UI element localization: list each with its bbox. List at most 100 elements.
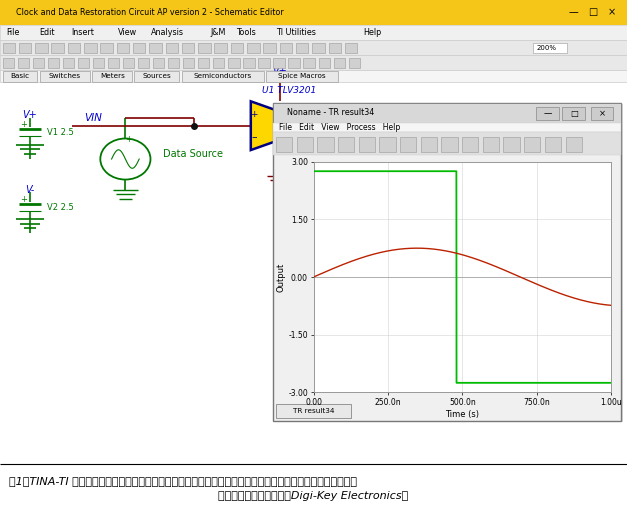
Text: □: □ <box>588 7 597 17</box>
FancyBboxPatch shape <box>349 58 360 68</box>
FancyBboxPatch shape <box>138 58 149 68</box>
FancyBboxPatch shape <box>276 137 292 152</box>
FancyBboxPatch shape <box>503 137 520 152</box>
FancyBboxPatch shape <box>566 137 582 152</box>
FancyBboxPatch shape <box>275 104 623 422</box>
Text: VIN: VIN <box>85 113 103 123</box>
FancyBboxPatch shape <box>19 43 31 53</box>
FancyBboxPatch shape <box>117 43 129 53</box>
FancyBboxPatch shape <box>338 137 354 152</box>
FancyBboxPatch shape <box>35 43 48 53</box>
Text: Clock and Data Restoration Circuit AP version 2 - Schematic Editor: Clock and Data Restoration Circuit AP ve… <box>16 8 283 17</box>
Text: Insert: Insert <box>71 28 94 37</box>
FancyBboxPatch shape <box>273 123 621 132</box>
FancyBboxPatch shape <box>48 58 59 68</box>
FancyBboxPatch shape <box>273 103 621 123</box>
FancyBboxPatch shape <box>0 82 627 462</box>
FancyBboxPatch shape <box>51 43 64 53</box>
Text: File   Edit   View   Process   Help: File Edit View Process Help <box>279 123 400 132</box>
Text: +: + <box>21 194 27 204</box>
FancyBboxPatch shape <box>276 404 351 418</box>
Text: +V: +V <box>273 116 284 125</box>
FancyBboxPatch shape <box>0 0 627 25</box>
FancyBboxPatch shape <box>462 137 478 152</box>
FancyBboxPatch shape <box>0 25 627 40</box>
Text: 200%: 200% <box>537 45 557 51</box>
Text: Help: Help <box>364 28 382 37</box>
Text: 伏（地）。（图片来源：Digi-Key Electronics）: 伏（地）。（图片来源：Digi-Key Electronics） <box>218 491 409 501</box>
FancyBboxPatch shape <box>214 43 227 53</box>
Text: ×: × <box>608 7 615 17</box>
Text: —: — <box>543 109 552 118</box>
FancyBboxPatch shape <box>243 58 255 68</box>
FancyBboxPatch shape <box>303 58 315 68</box>
FancyBboxPatch shape <box>231 43 243 53</box>
FancyBboxPatch shape <box>562 107 585 120</box>
FancyBboxPatch shape <box>258 58 270 68</box>
FancyBboxPatch shape <box>153 58 164 68</box>
FancyBboxPatch shape <box>297 137 313 152</box>
FancyBboxPatch shape <box>312 43 325 53</box>
FancyBboxPatch shape <box>247 43 260 53</box>
Text: V–: V– <box>274 173 285 183</box>
FancyBboxPatch shape <box>166 43 178 53</box>
Text: File: File <box>6 28 19 37</box>
Text: Noname - TR result34: Noname - TR result34 <box>287 108 374 117</box>
FancyBboxPatch shape <box>168 58 179 68</box>
Text: V+: V+ <box>23 110 38 121</box>
Text: +: + <box>21 120 27 129</box>
FancyBboxPatch shape <box>288 58 300 68</box>
FancyBboxPatch shape <box>123 58 134 68</box>
FancyBboxPatch shape <box>319 58 330 68</box>
Text: U1 TLV3201: U1 TLV3201 <box>262 86 317 94</box>
Text: +: + <box>250 110 258 119</box>
FancyBboxPatch shape <box>198 43 211 53</box>
FancyBboxPatch shape <box>198 58 209 68</box>
FancyBboxPatch shape <box>379 137 396 152</box>
FancyBboxPatch shape <box>524 137 540 152</box>
Text: ×: × <box>598 109 606 118</box>
FancyBboxPatch shape <box>228 58 240 68</box>
FancyBboxPatch shape <box>182 71 264 82</box>
FancyBboxPatch shape <box>108 58 119 68</box>
FancyBboxPatch shape <box>273 58 285 68</box>
FancyBboxPatch shape <box>533 43 567 53</box>
FancyBboxPatch shape <box>329 43 341 53</box>
FancyBboxPatch shape <box>273 132 621 155</box>
FancyBboxPatch shape <box>84 43 97 53</box>
FancyBboxPatch shape <box>421 137 437 152</box>
X-axis label: Time (s): Time (s) <box>445 410 480 419</box>
Text: Vout: Vout <box>326 118 346 127</box>
Text: V+: V+ <box>272 66 287 75</box>
FancyBboxPatch shape <box>0 40 627 55</box>
Text: 图1：TINA-TI 仿真说明了比较器的基本工作原理：在比较器的同相输入端施加正弦波，而反相输入端连接参考零: 图1：TINA-TI 仿真说明了比较器的基本工作原理：在比较器的同相输入端施加正… <box>9 476 357 486</box>
FancyBboxPatch shape <box>591 107 613 120</box>
FancyBboxPatch shape <box>134 71 179 82</box>
FancyBboxPatch shape <box>40 71 90 82</box>
FancyBboxPatch shape <box>0 70 627 82</box>
FancyBboxPatch shape <box>3 71 38 82</box>
Text: Tools: Tools <box>236 28 256 37</box>
FancyBboxPatch shape <box>263 43 276 53</box>
Text: Meters: Meters <box>100 73 125 79</box>
FancyBboxPatch shape <box>334 58 345 68</box>
FancyBboxPatch shape <box>78 58 89 68</box>
FancyBboxPatch shape <box>100 43 113 53</box>
FancyBboxPatch shape <box>266 71 338 82</box>
FancyBboxPatch shape <box>441 137 458 152</box>
Text: □: □ <box>570 109 577 118</box>
Y-axis label: Output: Output <box>277 262 285 292</box>
Text: V1 2.5: V1 2.5 <box>47 128 74 137</box>
FancyBboxPatch shape <box>280 43 292 53</box>
Text: V2 2.5: V2 2.5 <box>47 203 74 212</box>
FancyBboxPatch shape <box>345 43 357 53</box>
FancyBboxPatch shape <box>33 58 44 68</box>
FancyBboxPatch shape <box>3 43 15 53</box>
FancyBboxPatch shape <box>93 58 104 68</box>
FancyBboxPatch shape <box>536 107 559 120</box>
FancyBboxPatch shape <box>133 43 145 53</box>
Text: V-: V- <box>26 185 34 195</box>
FancyBboxPatch shape <box>545 137 561 152</box>
Text: —: — <box>569 7 579 17</box>
FancyBboxPatch shape <box>0 55 627 70</box>
